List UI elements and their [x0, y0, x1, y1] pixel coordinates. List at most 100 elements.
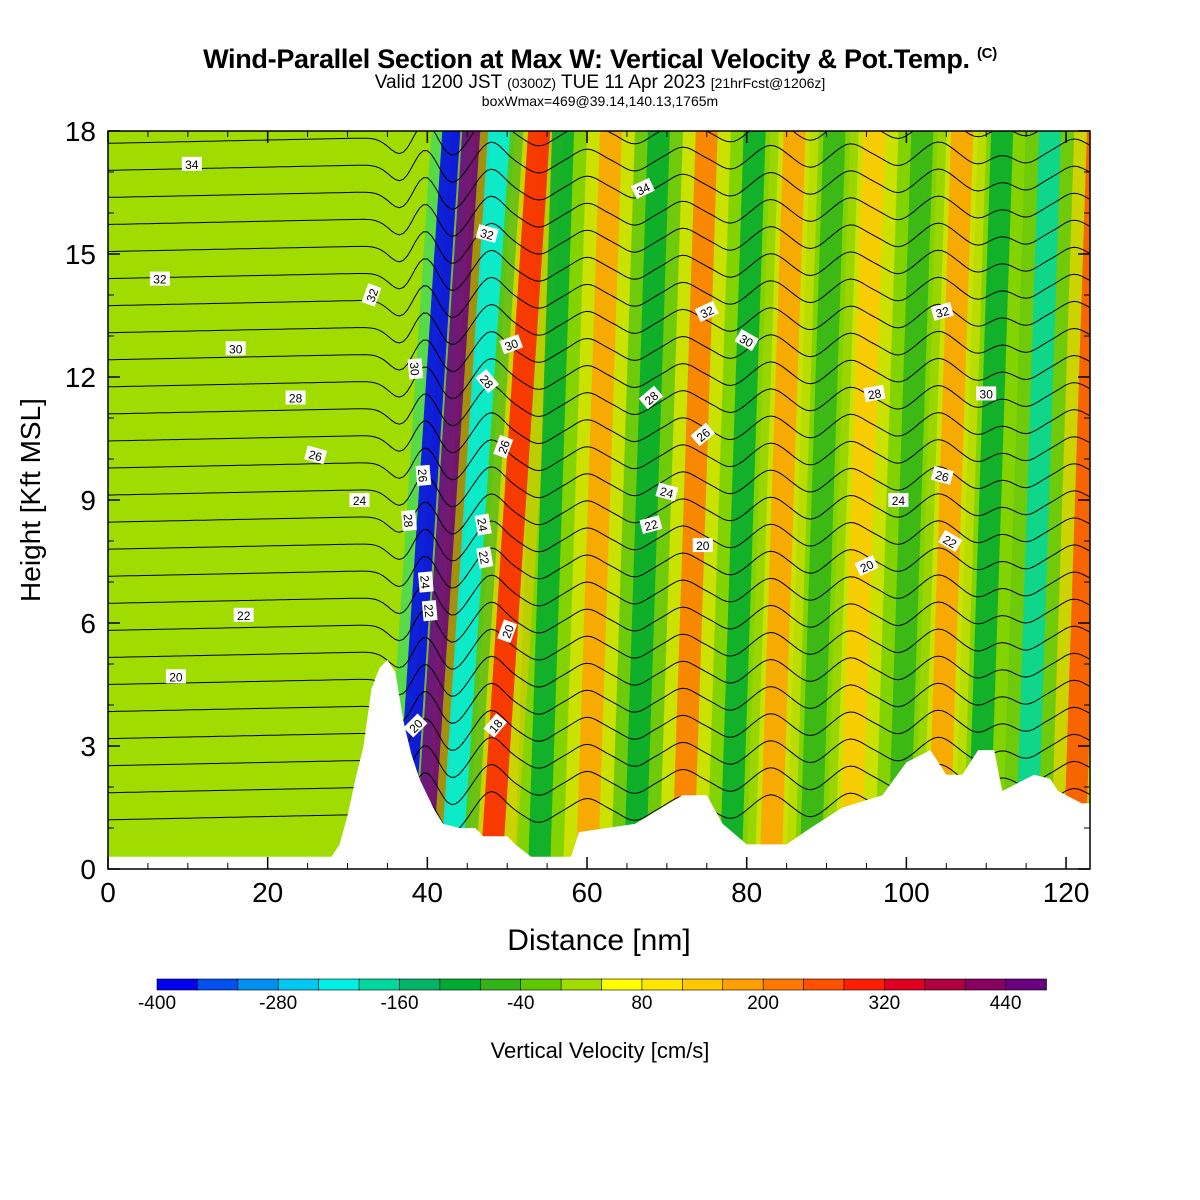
- x-tick-label: 40: [412, 877, 443, 908]
- isentrope-label-bg: [474, 513, 492, 536]
- isentrope-label-text: 30: [503, 336, 521, 354]
- isentrope-label-bg: [483, 713, 507, 738]
- isentrope-label-bg: [499, 334, 523, 355]
- isentrope-label-bg: [417, 571, 434, 593]
- colorbar-swatch: [358, 978, 401, 991]
- colorbar-swatch: [399, 978, 441, 991]
- isentrope-label-text: 26: [495, 438, 513, 456]
- isentrope-label-text: 24: [417, 575, 432, 590]
- valid-date: TUE 11 Apr 2023: [561, 72, 706, 93]
- colorbar-tick-label: -280: [259, 993, 298, 1014]
- isentrope-label-text: 28: [400, 513, 415, 528]
- isentrope-line: [108, 571, 1090, 616]
- colorbar-swatch: [601, 978, 643, 991]
- isentrope-label-bg: [692, 538, 713, 553]
- colorbar-tick-label: 320: [868, 993, 901, 1014]
- isentrope-label-text: 30: [980, 387, 994, 401]
- colorbar-swatch: [560, 978, 603, 991]
- isentrope-label-text: 32: [364, 286, 382, 304]
- isentrope-line: [108, 598, 1090, 643]
- isentrope-line: [108, 354, 1090, 400]
- isentrope-label-text: 32: [479, 226, 496, 243]
- isentrope-label: 34: [181, 156, 202, 172]
- isentrope-label: 32: [930, 302, 954, 321]
- isentrope-label: 32: [361, 283, 382, 307]
- isentrope-label: 30: [499, 334, 523, 355]
- isentrope-contours: [108, 131, 1090, 833]
- y-tick-label: 9: [80, 485, 96, 516]
- y-tick-label: 15: [65, 239, 96, 270]
- colorbar-swatch: [964, 978, 1007, 991]
- valid-time: Valid 1200 JST: [374, 72, 502, 93]
- colorbar-swatch: [318, 978, 360, 991]
- isentrope-label-bg: [285, 390, 306, 405]
- x-tick-label: 100: [883, 877, 930, 908]
- isentrope-label: 28: [863, 384, 886, 402]
- isentrope-label-bg: [497, 619, 518, 643]
- isentrope-label-bg: [938, 529, 963, 553]
- x-axis: 0 20 40 60 80 100 120: [100, 131, 1089, 908]
- colorbar-tick-label: 200: [747, 993, 779, 1014]
- x-tick-label: 20: [252, 877, 283, 908]
- isentrope-label-bg: [361, 283, 382, 307]
- isentrope-line: [108, 300, 1090, 345]
- isentrope-label: 26: [930, 466, 954, 485]
- isentrope-label: 24: [349, 493, 370, 508]
- x-tick-label: 80: [731, 877, 762, 908]
- colorbar-swatch: [803, 978, 845, 991]
- isentrope-label-text: 20: [499, 623, 517, 641]
- isentrope-line: [108, 273, 1090, 318]
- y-axis: 0 3 6 9 12 15 18: [65, 116, 1090, 885]
- isentrope-label-bg: [694, 300, 719, 322]
- isentrope-label-text: 24: [353, 494, 367, 508]
- velocity-band: [480, 131, 551, 869]
- isentrope-line: [108, 706, 1090, 751]
- colorbar-swatch: [520, 978, 562, 991]
- isentrope-line: [108, 652, 1090, 697]
- isentrope-label-text: 24: [658, 484, 675, 501]
- isentrope-line: [108, 733, 1090, 778]
- x-tick-label: 120: [1043, 877, 1090, 908]
- isentrope-label-bg: [930, 302, 954, 321]
- isentrope-label-bg: [421, 600, 438, 622]
- isentrope-line: [108, 490, 1090, 535]
- isentrope-label-bg: [475, 224, 499, 243]
- isentrope-label: 26: [304, 445, 328, 464]
- isentrope-label: 30: [225, 341, 246, 356]
- y-tick-label: 3: [80, 731, 96, 762]
- isentrope-label-text: 28: [289, 392, 303, 406]
- y-axis-label: Height [Kft MSL]: [15, 398, 46, 602]
- isentrope-label-bg: [349, 493, 370, 507]
- isentrope-label: 24: [417, 571, 434, 593]
- velocity-band: [1015, 131, 1062, 869]
- colorbar-tick-label: -40: [506, 993, 535, 1014]
- isentrope-line: [108, 138, 1090, 183]
- isentrope-label-bg: [225, 341, 246, 356]
- isentrope-label: 32: [475, 224, 499, 243]
- isentrope-label-bg: [415, 464, 432, 486]
- isentrope-label: 22: [639, 515, 663, 534]
- isentrope-label-bg: [655, 482, 679, 502]
- isentrope-label-text: 22: [941, 532, 960, 551]
- isentrope-label: 32: [694, 300, 719, 322]
- colorbar-swatch: [641, 978, 684, 991]
- isentrope-label-bg: [630, 177, 655, 199]
- isentrope-label-bg: [181, 156, 202, 171]
- y-tick-label: 18: [65, 116, 96, 147]
- chart-title: Wind-Parallel Section at Max W: Vertical…: [0, 44, 1200, 75]
- isentrope-label: 24: [655, 482, 679, 502]
- velocity-bands: [383, 131, 1090, 869]
- colorbar-tick-label: 440: [989, 993, 1022, 1014]
- colorbar-swatch: [439, 978, 482, 991]
- isentrope-line: [108, 382, 1090, 427]
- chart-subtitle: Valid 1200 JST (0300Z) TUE 11 Apr 2023 […: [0, 72, 1200, 94]
- isentrope-label: 20: [403, 713, 428, 738]
- colorbar-title: Vertical Velocity [cm/s]: [490, 1038, 710, 1063]
- isentrope-label-text: 22: [237, 609, 251, 623]
- colorbar-swatch: [843, 978, 886, 991]
- isentrope-label-text: 30: [407, 362, 422, 377]
- isentrope-label-bg: [854, 555, 879, 577]
- isentrope-label-bg: [233, 607, 254, 622]
- colorbar-tick-label: 80: [631, 993, 653, 1014]
- isentrope-label-text: 20: [169, 670, 183, 684]
